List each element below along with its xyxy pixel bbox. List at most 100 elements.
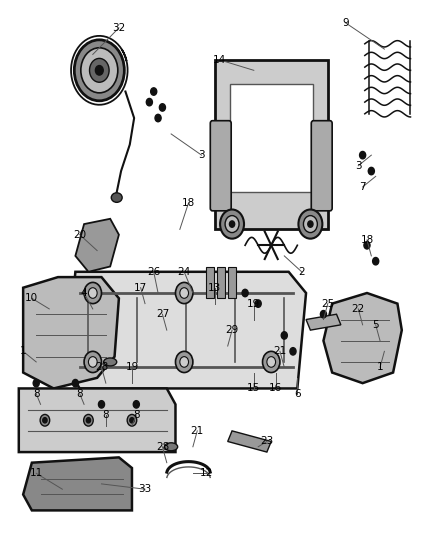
Text: 21: 21 [191,426,204,436]
Ellipse shape [225,216,239,232]
Ellipse shape [364,241,370,249]
Ellipse shape [180,357,188,367]
Ellipse shape [40,415,49,426]
Text: 3: 3 [198,150,205,160]
Ellipse shape [127,415,137,426]
Text: 3: 3 [355,161,362,171]
Text: 26: 26 [147,267,160,277]
Text: 14: 14 [212,55,226,64]
Ellipse shape [290,348,296,355]
Polygon shape [67,272,306,389]
Text: 20: 20 [73,230,86,240]
Text: 25: 25 [321,298,335,309]
Ellipse shape [308,221,313,227]
Ellipse shape [220,209,244,239]
Text: 5: 5 [372,320,379,330]
Ellipse shape [255,300,261,308]
Text: 24: 24 [177,267,191,277]
Ellipse shape [74,40,124,101]
Text: 8: 8 [33,389,39,399]
Text: 10: 10 [25,293,39,303]
Ellipse shape [72,379,78,387]
Polygon shape [230,84,313,192]
Ellipse shape [368,167,374,175]
Text: 18: 18 [360,235,374,245]
Ellipse shape [230,221,235,227]
FancyBboxPatch shape [311,120,332,211]
Text: 11: 11 [30,469,43,478]
Ellipse shape [298,209,322,239]
Text: 27: 27 [156,309,169,319]
Text: 16: 16 [269,383,282,393]
Ellipse shape [86,418,91,423]
Polygon shape [19,389,176,452]
Ellipse shape [321,311,326,318]
Ellipse shape [155,114,161,122]
Polygon shape [206,266,214,298]
Text: 8: 8 [102,410,109,420]
Text: 6: 6 [294,389,300,399]
Text: 7: 7 [359,182,366,192]
Ellipse shape [242,289,248,297]
Polygon shape [23,457,132,511]
Ellipse shape [373,257,379,265]
Text: 32: 32 [112,23,126,33]
Ellipse shape [88,357,97,367]
Polygon shape [75,219,119,272]
Text: 29: 29 [226,325,239,335]
Ellipse shape [84,282,102,304]
Ellipse shape [84,415,93,426]
Ellipse shape [111,193,122,203]
Text: 21: 21 [273,346,286,357]
Ellipse shape [165,443,178,451]
Polygon shape [217,266,225,298]
Ellipse shape [262,351,280,373]
Ellipse shape [176,282,193,304]
Polygon shape [215,60,328,229]
Text: 8: 8 [76,389,83,399]
Text: 19: 19 [125,362,138,372]
Text: 13: 13 [208,282,221,293]
Text: 17: 17 [134,282,147,293]
Text: 9: 9 [342,18,349,28]
Ellipse shape [95,66,103,75]
Ellipse shape [159,104,166,111]
Text: 18: 18 [182,198,195,208]
Text: 22: 22 [352,304,365,314]
Ellipse shape [360,151,366,159]
Ellipse shape [130,418,134,423]
Text: 2: 2 [298,267,305,277]
Text: 33: 33 [138,484,152,494]
Text: 28: 28 [156,442,169,452]
Ellipse shape [33,379,39,387]
Polygon shape [323,293,402,383]
Ellipse shape [88,288,97,298]
Ellipse shape [281,332,287,339]
Ellipse shape [84,351,102,373]
Text: 19: 19 [247,298,261,309]
Text: 1: 1 [377,362,383,372]
Ellipse shape [99,401,105,408]
Ellipse shape [151,88,157,95]
Text: 1: 1 [20,346,26,357]
Ellipse shape [104,358,117,366]
Text: 15: 15 [247,383,261,393]
Polygon shape [23,277,119,389]
Polygon shape [306,314,341,330]
Text: 28: 28 [95,362,108,372]
Ellipse shape [133,401,139,408]
Text: 4: 4 [81,288,88,298]
Text: 8: 8 [133,410,140,420]
Ellipse shape [89,59,109,82]
Ellipse shape [304,216,318,232]
Text: 23: 23 [260,437,273,447]
Polygon shape [228,266,236,298]
FancyBboxPatch shape [210,120,231,211]
Ellipse shape [180,288,188,298]
Ellipse shape [43,418,47,423]
Ellipse shape [176,351,193,373]
Polygon shape [228,431,271,452]
Ellipse shape [146,99,152,106]
Ellipse shape [81,48,118,93]
Text: 12: 12 [199,469,212,478]
